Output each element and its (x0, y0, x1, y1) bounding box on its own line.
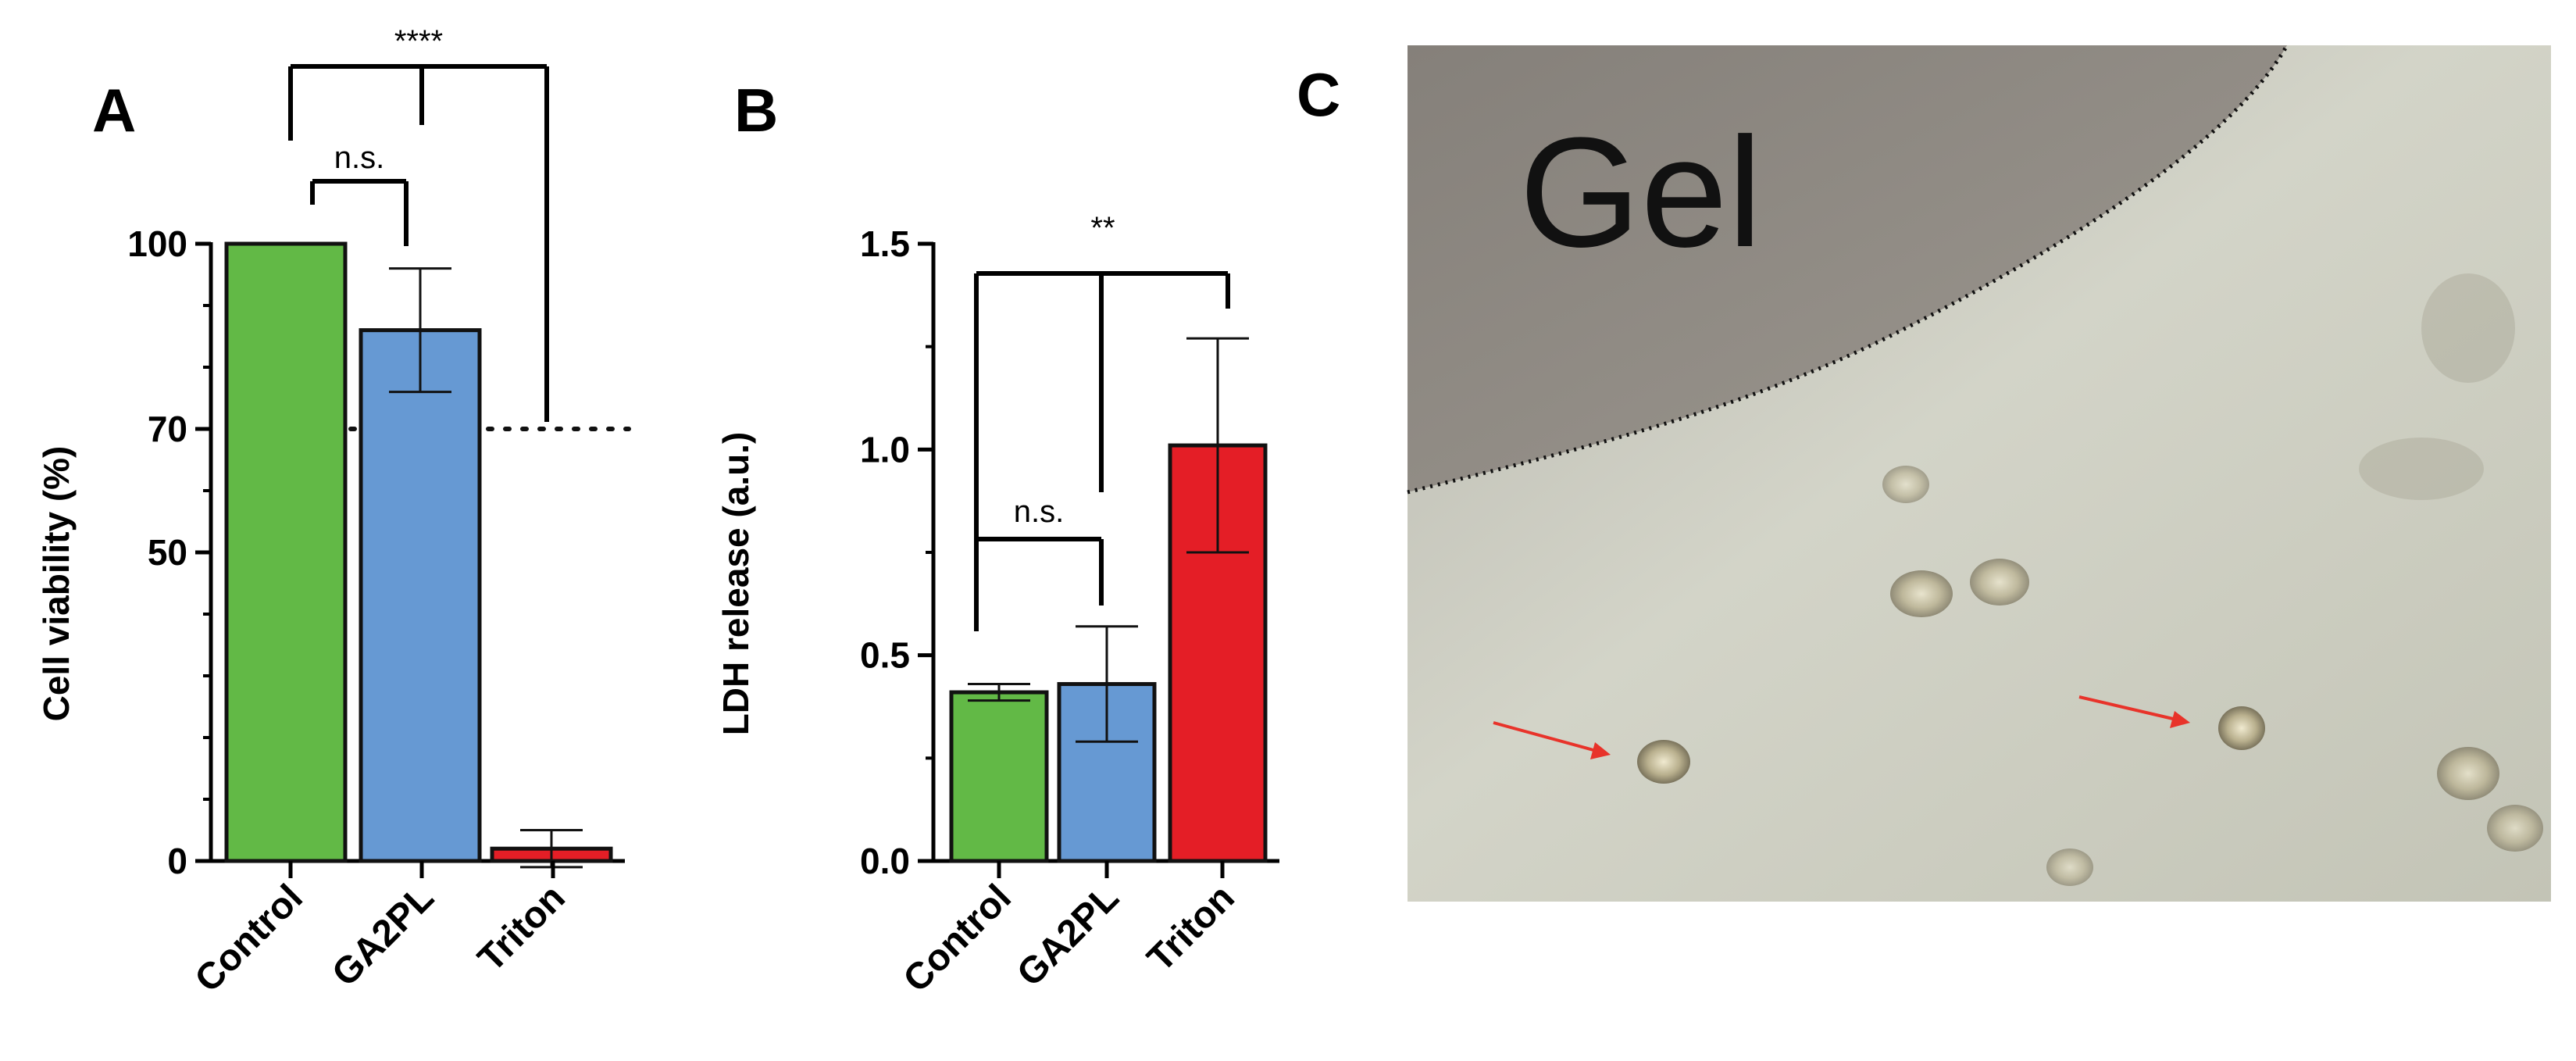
cell (1890, 570, 1953, 617)
cell (2487, 805, 2543, 852)
y-tick-label: 1.5 (860, 223, 910, 264)
chart-a-cell-viability: 0 50 70 100 Control GA2PL Triton Cell viability… (36, 24, 631, 1000)
gel-boundary-line (1407, 44, 2289, 495)
cell-cluster (2359, 438, 2484, 500)
x-category-label: Triton (1140, 877, 1243, 980)
y-tick-label: 0 (167, 841, 187, 881)
bar-control (224, 241, 348, 863)
cell (1970, 559, 2029, 606)
y-tick-label: 50 (148, 532, 187, 573)
cell (1637, 740, 1690, 784)
micrograph-panel: Gel (1407, 44, 2551, 902)
bar-control (949, 690, 1049, 863)
significance-bracket: **** (288, 24, 549, 422)
gel-label: Gel (1519, 105, 1762, 280)
cell (2046, 848, 2093, 886)
significance-bracket: n.s. (310, 141, 409, 246)
significance-label: n.s. (334, 141, 384, 175)
arrow-annotation (1493, 721, 1611, 759)
arrow-annotation (2078, 695, 2190, 728)
x-category-label: Triton (470, 877, 573, 980)
panel-label-b: B (734, 76, 778, 145)
x-category-label: Control (187, 877, 311, 1000)
y-tick-label: 0.0 (860, 841, 910, 881)
panel-label-a: A (92, 76, 136, 145)
x-category-label: Control (896, 877, 1019, 1000)
significance-label: ** (1090, 211, 1115, 245)
gel-region (1408, 45, 2287, 492)
significance-label: **** (394, 24, 443, 59)
significance-bracket: n.s. (974, 495, 1104, 631)
x-category-label: GA2PL (1009, 877, 1127, 995)
y-tick-label: 1.0 (860, 429, 910, 470)
x-category-label: GA2PL (324, 877, 442, 995)
cell (1882, 466, 1929, 503)
y-tick-label: 100 (127, 223, 187, 264)
significance-label: n.s. (1014, 495, 1064, 529)
y-tick-label: 70 (148, 409, 187, 449)
cell-cluster (2421, 273, 2515, 383)
bar-ga2pl (359, 328, 482, 863)
cell (2437, 747, 2499, 800)
y-axis-label: LDH release (a.u.) (715, 432, 756, 736)
significance-bracket: ** (974, 211, 1230, 631)
y-tick-label: 0.5 (860, 635, 910, 676)
y-axis-label: Cell viability (%) (36, 446, 77, 722)
panel-label-c: C (1297, 60, 1340, 129)
cell (2218, 706, 2265, 750)
